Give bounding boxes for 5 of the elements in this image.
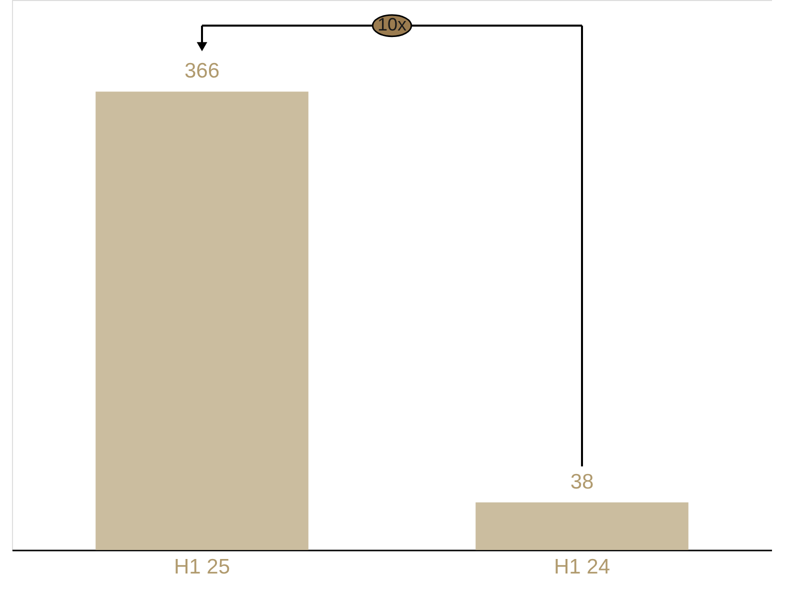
x-tick-label: H1 24: [554, 556, 610, 578]
data-label: 366: [184, 60, 220, 83]
text: 10x: [377, 14, 407, 35]
x-tick-label: H1 25: [174, 556, 230, 578]
data-label: 38: [570, 470, 594, 494]
